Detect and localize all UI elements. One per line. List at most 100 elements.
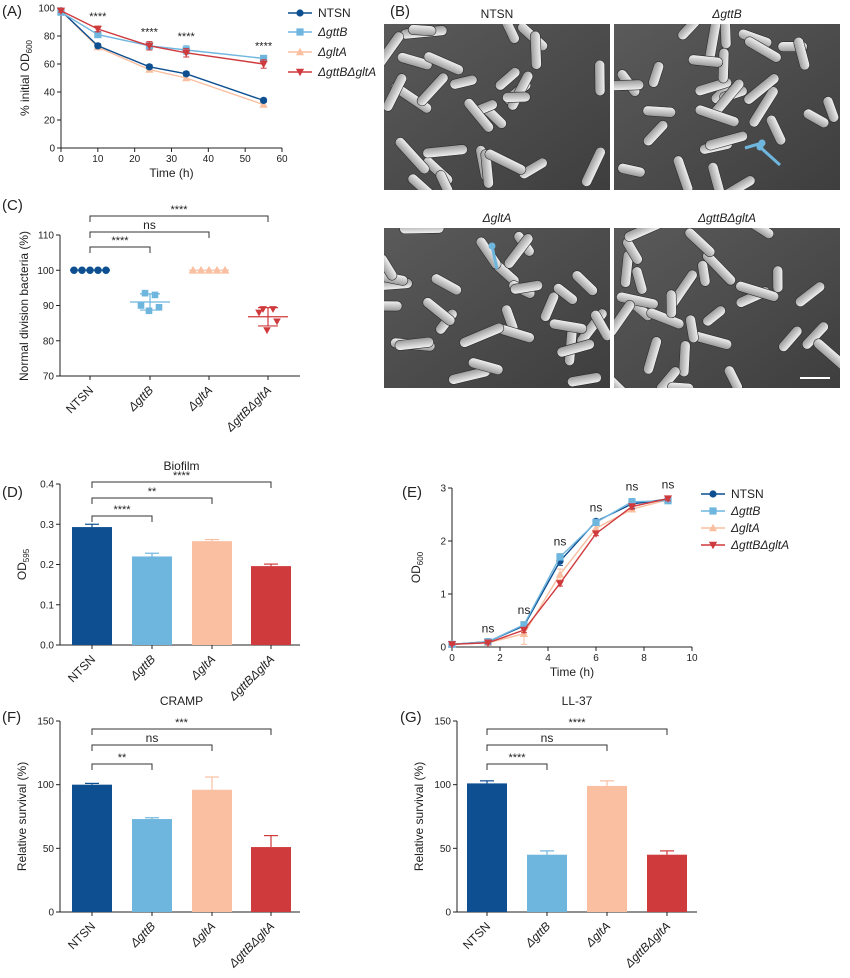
micrograph-label: ΔgttBΔgltA [697, 211, 756, 225]
y-tick-label: 110 [38, 231, 54, 242]
bacterium [813, 338, 840, 374]
category-label: ΔgttBΔgltA [621, 919, 673, 971]
significance-bracket [91, 497, 213, 504]
bacterium [749, 228, 775, 239]
significance-label: **** [173, 470, 191, 482]
data-point [709, 507, 717, 515]
bar-group-gltA [192, 776, 232, 912]
bacterium [778, 325, 803, 352]
y-tick-label: 100 [37, 266, 54, 277]
y-tick-label: 90 [43, 301, 55, 312]
chart-title: LL-37 [562, 694, 593, 708]
bacterium [484, 148, 527, 175]
y-axis-label: Relative survival (%) [15, 762, 29, 871]
significance-label: ns [541, 731, 554, 745]
bacterium [642, 105, 676, 118]
category-label: NTSN [65, 652, 98, 685]
significance-bracket [91, 763, 153, 770]
bacterium [665, 289, 677, 319]
category-label: ΔgltA [582, 919, 613, 950]
bacterium [384, 31, 404, 68]
significance-bracket [89, 246, 151, 253]
data-point [273, 318, 281, 326]
panel-label: (A) [2, 3, 22, 20]
data-point [182, 73, 191, 82]
category-label: ΔgttB [127, 919, 158, 950]
ylabel-text: Normal division bacteria (%) [17, 231, 31, 381]
bar-group-gttB [132, 552, 172, 645]
data-point [708, 523, 718, 532]
bacterium [397, 52, 433, 71]
y-tick-label: 20 [44, 116, 56, 127]
significance-label: **** [113, 504, 131, 516]
data-point [447, 641, 457, 649]
bacterium [614, 79, 645, 91]
data-point [628, 498, 636, 506]
x-tick-label: 10 [686, 653, 698, 664]
category-label: ΔgttB [125, 383, 156, 414]
bacterium [648, 61, 664, 88]
bacterium [735, 281, 779, 302]
bacterium [719, 24, 732, 50]
bacterium [707, 162, 728, 190]
data-point [182, 70, 190, 78]
bar [467, 783, 507, 912]
bar [132, 556, 172, 645]
data-point [663, 495, 673, 503]
y-tick-label: 50 [440, 844, 452, 855]
bar [251, 566, 291, 645]
bacterium [430, 273, 462, 296]
y-tick-label: 40 [44, 88, 56, 99]
significance-label: **** [568, 717, 586, 729]
chart-title: Biofilm [163, 459, 199, 473]
y-tick-label: 3 [440, 484, 446, 495]
significance-bracket [89, 231, 210, 238]
significance-bracket [89, 215, 269, 222]
data-point [151, 291, 159, 299]
bar [192, 789, 232, 912]
significance-bracket [91, 728, 272, 735]
significance-bracket [486, 744, 608, 751]
arrow-icon [758, 145, 782, 167]
y-tick-label: 100 [38, 4, 55, 15]
bacterium [384, 73, 407, 112]
annotation-label: ns [662, 477, 675, 491]
bacterium [571, 270, 598, 296]
data-point [155, 303, 163, 311]
bacterium [614, 299, 635, 337]
y-axis-label: % initial OD600 [18, 39, 34, 116]
y-tick-label: 0 [440, 643, 446, 654]
category-label: ΔgltA [184, 383, 215, 414]
y-tick-label: 80 [44, 32, 56, 43]
legend-label: NTSN [318, 6, 351, 20]
y-tick-label: 150 [434, 717, 451, 728]
bacterium [423, 51, 464, 76]
category-label: NTSN [460, 919, 493, 952]
y-tick-label: 0.2 [40, 560, 54, 571]
y-tick-label: 0 [49, 144, 55, 155]
y-tick-label: 50 [43, 844, 55, 855]
bacterium [643, 336, 662, 375]
data-point [295, 47, 305, 56]
bacterium [529, 30, 542, 70]
y-tick-label: 0.0 [40, 641, 54, 652]
bacterium [435, 170, 454, 190]
bacterium [673, 155, 694, 190]
legend-label: ΔgttBΔgltA [317, 65, 376, 79]
micrograph-label: ΔgttB [711, 7, 741, 21]
significance-label: ns [146, 731, 159, 745]
bar-group-double [647, 850, 687, 912]
bacterium [407, 173, 438, 190]
bacterium [499, 24, 520, 44]
bar-group-gltA [192, 538, 232, 645]
annotation-label: ns [554, 535, 567, 549]
bar [587, 785, 627, 912]
ylabel-text: OD [15, 562, 29, 580]
ylabel-subscript: 600 [25, 39, 34, 53]
data-point [591, 524, 601, 532]
bar-group-gttB [527, 850, 567, 912]
bacterium [617, 163, 646, 178]
bacterium [697, 260, 711, 287]
y-axis-label: OD600 [409, 551, 425, 583]
